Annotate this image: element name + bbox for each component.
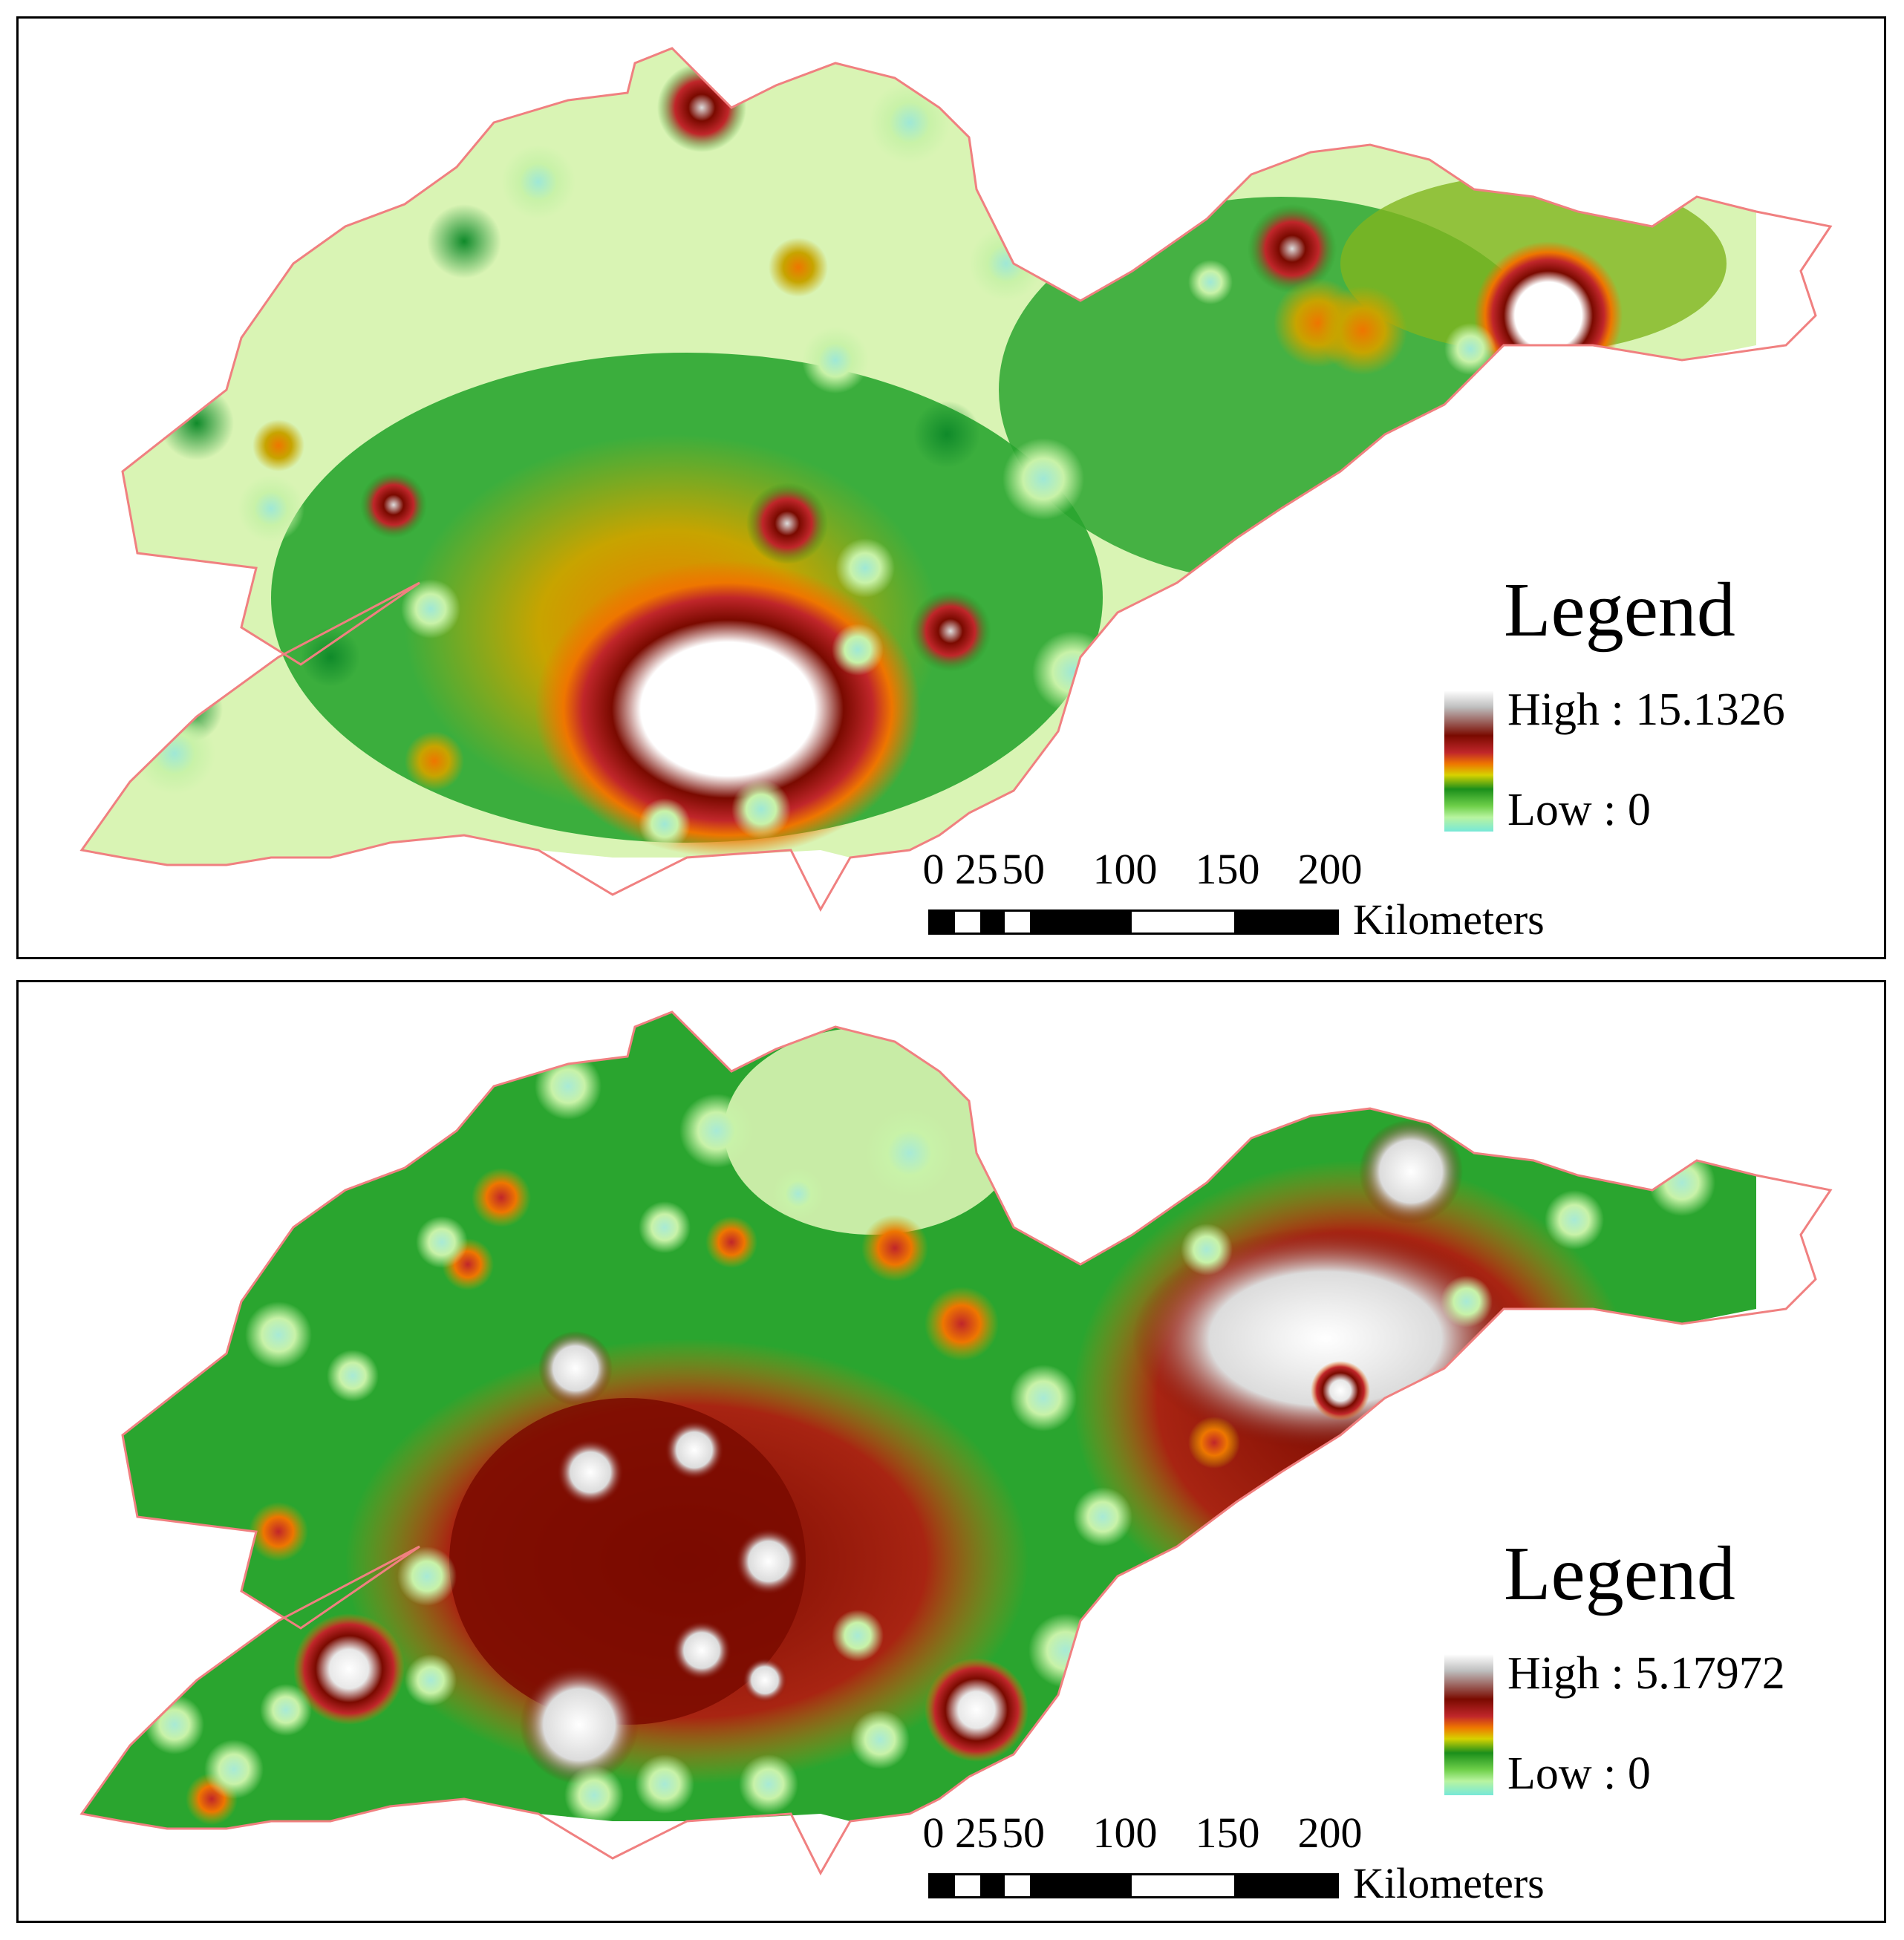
scale-tick: 150	[1195, 1809, 1260, 1857]
legend-high-label: High : 5.17972	[1507, 1648, 1785, 1699]
scale-tick: 50	[1002, 1809, 1045, 1857]
legend-low-label: Low : 0	[1507, 785, 1651, 835]
province-boundary-top	[79, 47, 1833, 912]
scale-bar	[928, 909, 1339, 935]
legend-high-label: High : 15.1326	[1507, 685, 1785, 735]
map-panel-top: Legend High : 15.1326 Low : 0 0 25 50 10…	[16, 16, 1886, 959]
scale-tick: 100	[1092, 1809, 1158, 1857]
scale-tick: 25	[955, 845, 998, 893]
map-panel-bottom: Legend High : 5.17972 Low : 0 0 25 50 10…	[16, 980, 1886, 1923]
province-boundary-bottom	[79, 1010, 1833, 1876]
scale-tick: 150	[1195, 845, 1260, 893]
scale-unit-label: Kilometers	[1353, 895, 1545, 944]
scale-unit-label: Kilometers	[1353, 1859, 1545, 1907]
scale-tick: 0	[922, 1809, 945, 1857]
scale-tick: 50	[1002, 845, 1045, 893]
heatmap-raster	[79, 47, 1833, 912]
scale-tick: 200	[1297, 1809, 1363, 1857]
scale-tick: 200	[1297, 845, 1363, 893]
scale-bar	[928, 1873, 1339, 1898]
scale-tick: 25	[955, 1809, 998, 1857]
scale-tick: 100	[1092, 845, 1158, 893]
legend-color-ramp	[1444, 690, 1493, 832]
heatmap-raster	[79, 1010, 1833, 1876]
legend-color-ramp	[1444, 1654, 1493, 1795]
legend-low-label: Low : 0	[1507, 1748, 1651, 1799]
legend-title: Legend	[1504, 567, 1735, 653]
scale-tick: 0	[922, 845, 945, 893]
legend-title: Legend	[1504, 1531, 1735, 1616]
